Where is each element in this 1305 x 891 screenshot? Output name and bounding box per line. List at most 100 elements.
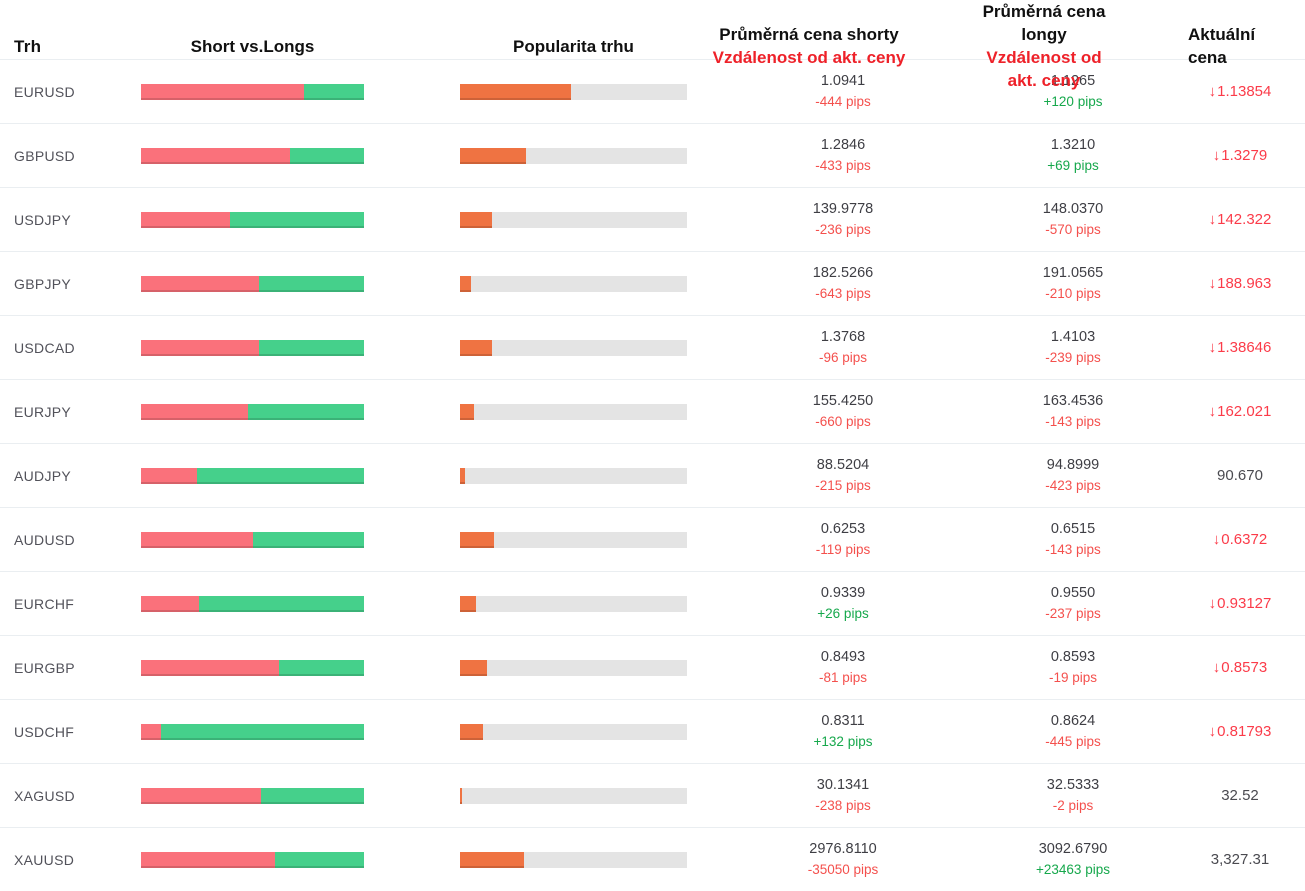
current-price-cell: ↓0.6372 <box>1147 531 1305 548</box>
popularity-fill <box>460 339 492 356</box>
current-price: 0.93127 <box>1217 595 1272 612</box>
shorts-segment <box>141 147 291 164</box>
short-vs-long-bar <box>141 339 364 356</box>
short-price-cell: 0.6253 -119 pips <box>687 519 999 560</box>
popularity-cell <box>460 211 687 228</box>
down-arrow-icon: ↓ <box>1208 275 1217 292</box>
popularity-cell <box>460 83 687 100</box>
short-price-cell: 30.1341 -238 pips <box>687 775 999 816</box>
short-price-cell: 1.0941 -444 pips <box>687 71 999 112</box>
short-vs-long-bar <box>141 211 364 228</box>
popularity-cell <box>460 147 687 164</box>
current-price-cell: 3,327.31 <box>1147 851 1305 868</box>
short-avg-price: 1.3768 <box>820 329 866 345</box>
current-price-cell: 32.52 <box>1147 787 1305 804</box>
shorts-segment <box>141 531 253 548</box>
shorts-segment <box>141 851 275 868</box>
current-price: 3,327.31 <box>1210 851 1270 868</box>
popularity-track <box>460 467 687 484</box>
table-row: AUDJPY 88.5204 -215 pips 94.8999 -423 pi… <box>0 443 1305 507</box>
popularity-track <box>460 83 687 100</box>
short-vs-long-bar <box>141 659 364 676</box>
short-price-cell: 2976.8110 -35050 pips <box>687 839 999 880</box>
longs-segment <box>261 787 364 804</box>
short-avg-price: 2976.8110 <box>809 841 877 857</box>
table-row: USDCHF 0.8311 +132 pips 0.8624 -445 pips… <box>0 699 1305 763</box>
table-row: USDJPY 139.9778 -236 pips 148.0370 -570 … <box>0 187 1305 251</box>
current-price-cell: ↓142.322 <box>1147 211 1305 228</box>
header-popularity: Popularita trhu <box>513 36 634 56</box>
down-arrow-icon: ↓ <box>1208 339 1217 356</box>
popularity-fill <box>460 595 476 612</box>
short-avg-price: 0.8493 <box>820 649 866 665</box>
popularity-track <box>460 403 687 420</box>
down-arrow-icon: ↓ <box>1208 595 1217 612</box>
long-price-cell: 32.5333 -2 pips <box>999 775 1147 816</box>
table-row: USDCAD 1.3768 -96 pips 1.4103 -239 pips … <box>0 315 1305 379</box>
long-pips-distance: +69 pips <box>1047 158 1099 173</box>
long-pips-distance: +120 pips <box>1043 94 1103 109</box>
short-avg-price: 0.8311 <box>821 713 865 729</box>
longs-segment <box>303 83 364 100</box>
popularity-fill <box>460 211 492 228</box>
table-row: AUDUSD 0.6253 -119 pips 0.6515 -143 pips… <box>0 507 1305 571</box>
long-avg-price: 0.8624 <box>1050 713 1096 729</box>
short-price-cell: 0.8311 +132 pips <box>687 711 999 752</box>
current-price-cell: ↓188.963 <box>1147 275 1305 292</box>
long-price-cell: 0.8624 -445 pips <box>999 711 1147 752</box>
shorts-segment <box>141 211 231 228</box>
long-price-cell: 1.3210 +69 pips <box>999 135 1147 176</box>
table-row: GBPJPY 182.5266 -643 pips 191.0565 -210 … <box>0 251 1305 315</box>
current-price-cell: 90.670 <box>1147 467 1305 484</box>
popularity-fill <box>460 467 465 484</box>
down-arrow-icon: ↓ <box>1212 147 1221 164</box>
shorts-segment <box>141 275 260 292</box>
popularity-cell <box>460 403 687 420</box>
short-avg-price: 182.5266 <box>812 265 874 281</box>
long-avg-price: 1.4103 <box>1050 329 1096 345</box>
shorts-segment <box>141 595 199 612</box>
popularity-fill <box>460 659 488 676</box>
short-vs-long-bar <box>141 723 364 740</box>
shorts-segment <box>141 787 262 804</box>
short-price-cell: 1.3768 -96 pips <box>687 327 999 368</box>
long-pips-distance: -19 pips <box>1048 670 1098 685</box>
sentiment-bar <box>141 659 364 676</box>
short-price-cell: 0.9339 +26 pips <box>687 583 999 624</box>
short-vs-long-bar <box>141 531 364 548</box>
popularity-track <box>460 723 687 740</box>
longs-segment <box>259 339 364 356</box>
long-pips-distance: -143 pips <box>1045 414 1101 429</box>
current-price: 90.670 <box>1217 467 1263 484</box>
short-avg-price: 1.2846 <box>820 137 866 153</box>
header-short-price-title: Průměrná cena shorty <box>719 25 899 44</box>
sentiment-bar <box>141 403 364 420</box>
market-label: EURJPY <box>14 403 72 420</box>
short-vs-long-bar <box>141 147 364 164</box>
long-avg-price: 1.1265 <box>1050 73 1096 89</box>
header-current-line2: cena <box>1188 48 1227 67</box>
table-body: EURUSD 1.0941 -444 pips 1.1265 +120 pips… <box>0 59 1305 891</box>
header-short-price-subtitle: Vzdálenost od akt. ceny <box>712 48 906 67</box>
long-price-cell: 0.6515 -143 pips <box>999 519 1147 560</box>
long-avg-price: 148.0370 <box>1042 201 1104 217</box>
current-price: 0.6372 <box>1221 531 1268 548</box>
long-avg-price: 0.9550 <box>1050 585 1096 601</box>
popularity-track <box>460 275 687 292</box>
longs-segment <box>196 467 364 484</box>
market-label: XAUUSD <box>14 851 75 868</box>
sentiment-bar <box>141 851 364 868</box>
popularity-cell <box>460 339 687 356</box>
long-pips-distance: -210 pips <box>1045 286 1101 301</box>
short-pips-distance: -433 pips <box>815 158 871 173</box>
longs-segment <box>161 723 364 740</box>
current-price-cell: ↓162.021 <box>1147 403 1305 420</box>
short-avg-price: 1.0941 <box>820 73 866 89</box>
current-price-cell: ↓1.38646 <box>1147 339 1305 356</box>
long-price-cell: 3092.6790 +23463 pips <box>999 839 1147 880</box>
sentiment-bar <box>141 275 364 292</box>
short-pips-distance: -81 pips <box>818 670 868 685</box>
long-avg-price: 163.4536 <box>1042 393 1104 409</box>
sentiment-bar <box>141 467 364 484</box>
